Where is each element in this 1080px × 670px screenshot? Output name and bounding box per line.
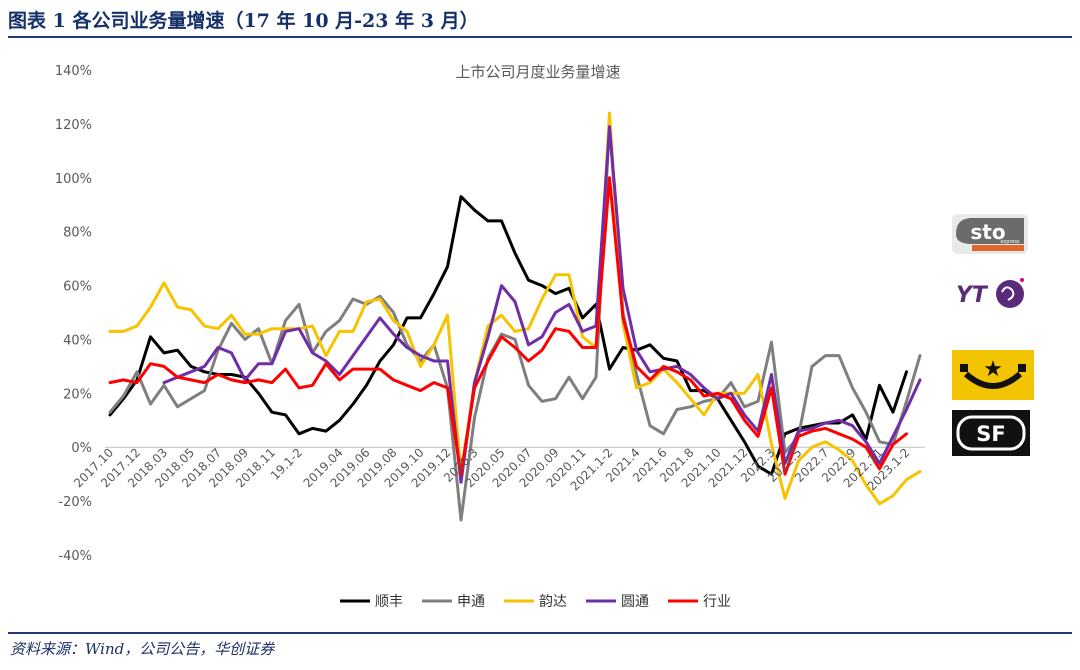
line-chart: 上市公司月度业务量增速 -40% -20% 0% 20% 40% 60% 80% 100% 12… bbox=[55, 63, 925, 610]
y-tick-label: 140% bbox=[55, 64, 92, 79]
x-axis: 2017.102017.122018.032018.052018.072018.… bbox=[71, 445, 912, 493]
y-tick-label: 60% bbox=[63, 280, 92, 295]
chart-title: 上市公司月度业务量增速 bbox=[455, 63, 620, 81]
yto-logo-text: YT bbox=[956, 283, 989, 308]
top-rule bbox=[8, 36, 1072, 38]
sf-logo: SF bbox=[952, 410, 1030, 456]
legend: 顺丰 申通 韵达 圆通 行业 bbox=[340, 594, 731, 610]
sto-logo-text: sto bbox=[970, 220, 1005, 244]
y-tick-label: 120% bbox=[55, 118, 92, 133]
y-tick-label: 80% bbox=[63, 226, 92, 241]
legend-label: 行业 bbox=[703, 594, 731, 610]
legend-label: 圆通 bbox=[621, 594, 649, 610]
sto-logo: sto express bbox=[952, 214, 1028, 254]
y-tick-label: 20% bbox=[63, 387, 92, 402]
legend-label: 韵达 bbox=[539, 594, 567, 610]
legend-label: 顺丰 bbox=[375, 594, 403, 610]
series-line-3 bbox=[108, 111, 922, 506]
y-tick-label: -40% bbox=[58, 549, 92, 564]
bottom-rule bbox=[8, 632, 1072, 634]
y-tick-label: 40% bbox=[63, 333, 92, 348]
yunda-logo: ★ bbox=[952, 350, 1034, 400]
figure-title: 图表 1 各公司业务量增速（17 年 10 月-23 年 3 月） bbox=[8, 10, 479, 32]
series-layer bbox=[108, 111, 922, 522]
series-line-5 bbox=[108, 176, 908, 476]
sto-logo-subtext: express bbox=[1000, 239, 1020, 245]
y-tick-label: -20% bbox=[58, 495, 92, 510]
sf-logo-text: SF bbox=[976, 422, 1005, 446]
yto-logo: YT bbox=[952, 270, 1028, 314]
series-line-4 bbox=[162, 125, 922, 484]
y-tick-label: 0% bbox=[71, 441, 92, 456]
legend-label: 申通 bbox=[457, 594, 485, 610]
y-tick-label: 100% bbox=[55, 172, 92, 187]
source-note: 资料来源：Wind，公司公告，华创证券 bbox=[10, 640, 275, 658]
y-axis: -40% -20% 0% 20% 40% 60% 80% 100% 120% 140% bbox=[55, 64, 92, 564]
yunda-logo-star: ★ bbox=[983, 357, 1003, 382]
series-line-2 bbox=[108, 122, 922, 522]
